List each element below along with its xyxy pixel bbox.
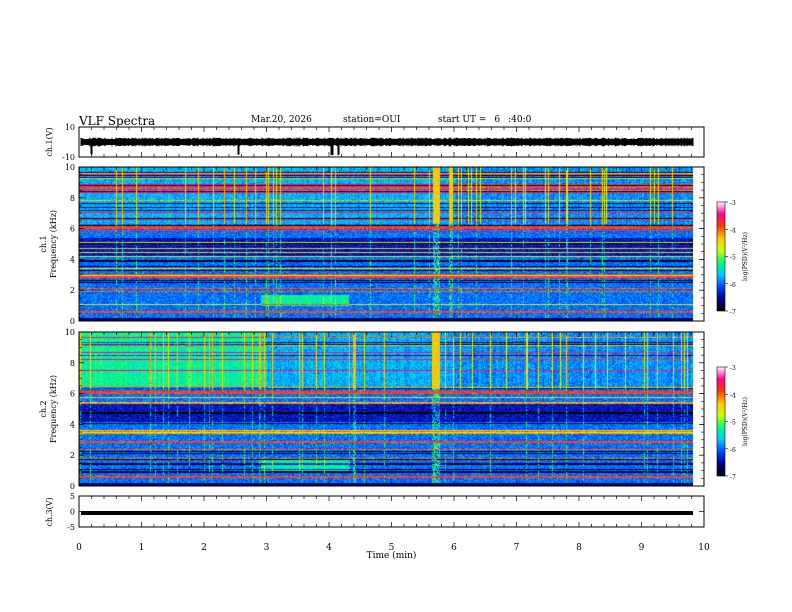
y-tick-label: -10: [62, 153, 75, 162]
colorbar-tick-label: -4: [730, 392, 736, 399]
x-tick-label: 8: [576, 543, 582, 553]
x-axis-label: Time (min): [367, 550, 417, 561]
start-hour: 6: [494, 115, 501, 125]
y-tick-label: 6: [70, 390, 75, 399]
ch1-waveform-line: [80, 137, 694, 156]
colorbar-tick-label: -6: [730, 447, 736, 454]
x-tick-label: 9: [639, 543, 645, 553]
colorbar-tick-label: -7: [730, 474, 736, 481]
y-tick-label: 4: [70, 420, 75, 429]
colorbar-tick-label: -7: [730, 309, 736, 316]
colorbar-tick-label: -3: [730, 200, 736, 207]
colorbar-2: [716, 366, 726, 477]
y-tick-label: 2: [70, 286, 75, 295]
ch1-ylabel: ch.1(V): [45, 127, 54, 156]
x-tick-label: 7: [514, 543, 520, 553]
y-tick-label: 8: [70, 194, 75, 203]
y-tick-label: 10: [65, 163, 75, 172]
start-time-label: start UT =: [438, 115, 487, 125]
y-tick-label: 0: [70, 482, 75, 491]
y-tick-label: -5: [67, 523, 75, 532]
start-time-text: start UT = 6 :40:0: [438, 115, 531, 125]
y-tick-label: 10: [65, 328, 75, 337]
ch1-spec-ylabel: Frequency (kHz): [49, 210, 58, 278]
colorbar-label-1: log(PSD)(V²/Hz): [742, 232, 749, 281]
colorbar-tick-label: -5: [730, 420, 736, 427]
panel-frame-3: [78, 331, 705, 487]
y-tick-label: 0: [70, 317, 75, 326]
colorbar-tick-label: -6: [730, 282, 736, 289]
x-tick-label: 5: [389, 543, 395, 553]
y-tick-label: 5: [70, 492, 75, 501]
start-minsec: :40:0: [508, 115, 532, 125]
colorbar-label-2: log(PSD)(V²/Hz): [742, 397, 749, 446]
ch2-spectrogram-image: [79, 332, 693, 486]
date-label: Mar.20, 2026: [251, 115, 312, 125]
station-text: station=OUI: [343, 115, 400, 125]
figure-title: VLF Spectra: [79, 114, 156, 128]
colorbar-tick-label: -3: [730, 365, 736, 372]
station-label: station=: [343, 115, 382, 125]
station-code: OUI: [381, 115, 401, 125]
ch2-spec-channel-label: ch.2: [39, 400, 48, 417]
y-tick-label: 6: [70, 225, 75, 234]
ch1-spectrogram-image: [79, 167, 693, 321]
x-tick-label: 10: [698, 543, 710, 553]
colorbar-tick-label: -4: [730, 227, 736, 234]
panel-frame-2: [78, 166, 705, 322]
y-tick-label: 4: [70, 255, 75, 264]
ch1-spec-channel-label: ch.1: [39, 235, 48, 252]
colorbar-1: [716, 201, 726, 312]
y-tick-label: 2: [70, 451, 75, 460]
x-tick-label: 0: [76, 543, 82, 553]
y-tick-label: 0: [70, 508, 75, 517]
x-tick-label: 6: [451, 543, 457, 553]
ch3-ylabel: ch.3(V): [45, 497, 54, 526]
y-tick-label: 10: [65, 123, 75, 132]
x-tick-label: 2: [201, 543, 207, 553]
y-tick-label: 8: [70, 359, 75, 368]
x-tick-label: 3: [264, 543, 270, 553]
colorbar-tick-label: -5: [730, 255, 736, 262]
ch2-spec-ylabel: Frequency (kHz): [49, 375, 58, 443]
x-tick-label: 1: [139, 543, 145, 553]
x-tick-label: 4: [326, 543, 332, 553]
